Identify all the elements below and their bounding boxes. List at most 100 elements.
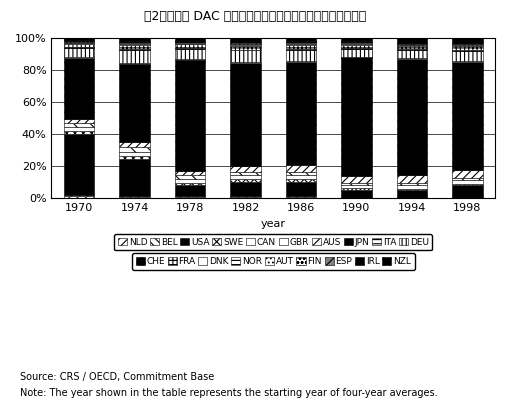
Bar [396,38,426,43]
Bar [175,60,205,171]
Bar [119,142,150,147]
Bar [341,183,371,185]
Bar [285,165,316,172]
Bar [285,50,316,61]
Bar [64,123,94,127]
Bar [230,182,260,196]
Bar [175,41,205,42]
Bar [175,45,205,48]
Bar [451,38,482,43]
Bar [64,38,94,40]
Bar [64,196,94,198]
Bar [341,45,371,48]
Bar [230,166,260,172]
Bar [285,43,316,44]
Bar [64,43,94,44]
Bar [285,196,316,197]
Bar [175,48,205,49]
Bar [451,184,482,185]
Bar [230,197,260,198]
Bar [64,44,94,47]
Bar [341,57,371,58]
Bar [341,43,371,44]
Bar [451,178,482,180]
Bar [230,63,260,166]
Bar [451,43,482,44]
Bar [285,172,316,175]
Bar [119,45,150,49]
Bar [451,170,482,178]
Bar [119,38,150,41]
Bar [175,171,205,176]
Bar [341,188,371,190]
Bar [119,44,150,45]
Bar [64,131,94,134]
Bar [64,47,94,57]
Bar [341,41,371,42]
Legend: CHE, FRA, DNK, NOR, AUT, FIN, ESP, IRL, NZL: CHE, FRA, DNK, NOR, AUT, FIN, ESP, IRL, … [132,253,414,270]
Bar [175,178,205,183]
Bar [230,38,260,42]
Text: Note: The year shown in the table represents the starting year of four-year aver: Note: The year shown in the table repres… [20,388,437,399]
X-axis label: year: year [260,219,285,229]
Bar [285,179,316,182]
Bar [341,176,371,183]
Bar [119,147,150,152]
Bar [64,57,94,58]
Bar [451,180,482,184]
Bar [175,183,205,185]
Bar [341,49,371,57]
Bar [451,197,482,198]
Bar [175,59,205,60]
Bar [285,197,316,198]
Bar [451,45,482,46]
Bar [119,43,150,44]
Bar [64,195,94,196]
Bar [175,185,205,196]
Bar [396,58,426,59]
Bar [451,50,482,51]
Bar [396,59,426,175]
Bar [119,152,150,156]
Bar [230,179,260,182]
Text: Source: CRS / OECD, Commitment Base: Source: CRS / OECD, Commitment Base [20,372,214,382]
Bar [396,197,426,198]
Bar [175,176,205,178]
Bar [396,175,426,183]
Bar [230,45,260,50]
Bar [451,46,482,50]
Bar [285,38,316,41]
Bar [396,50,426,58]
Bar [285,49,316,50]
Bar [396,45,426,46]
Bar [175,197,205,198]
Bar [396,183,426,185]
Bar [341,44,371,45]
Bar [285,61,316,62]
Bar [64,40,94,41]
Bar [175,49,205,59]
Bar [119,64,150,142]
Bar [285,182,316,196]
Bar [230,50,260,62]
Bar [396,189,426,190]
Bar [64,42,94,43]
Bar [285,44,316,45]
Bar [119,50,150,63]
Bar [451,62,482,170]
Bar [119,196,150,197]
Bar [341,190,371,197]
Bar [341,197,371,198]
Bar [119,156,150,159]
Bar [341,48,371,49]
Bar [64,134,94,195]
Bar [119,63,150,64]
Bar [451,61,482,62]
Bar [341,38,371,41]
Bar [285,62,316,165]
Bar [64,127,94,131]
Bar [230,175,260,179]
Bar [230,172,260,175]
Bar [396,43,426,44]
Bar [119,197,150,198]
